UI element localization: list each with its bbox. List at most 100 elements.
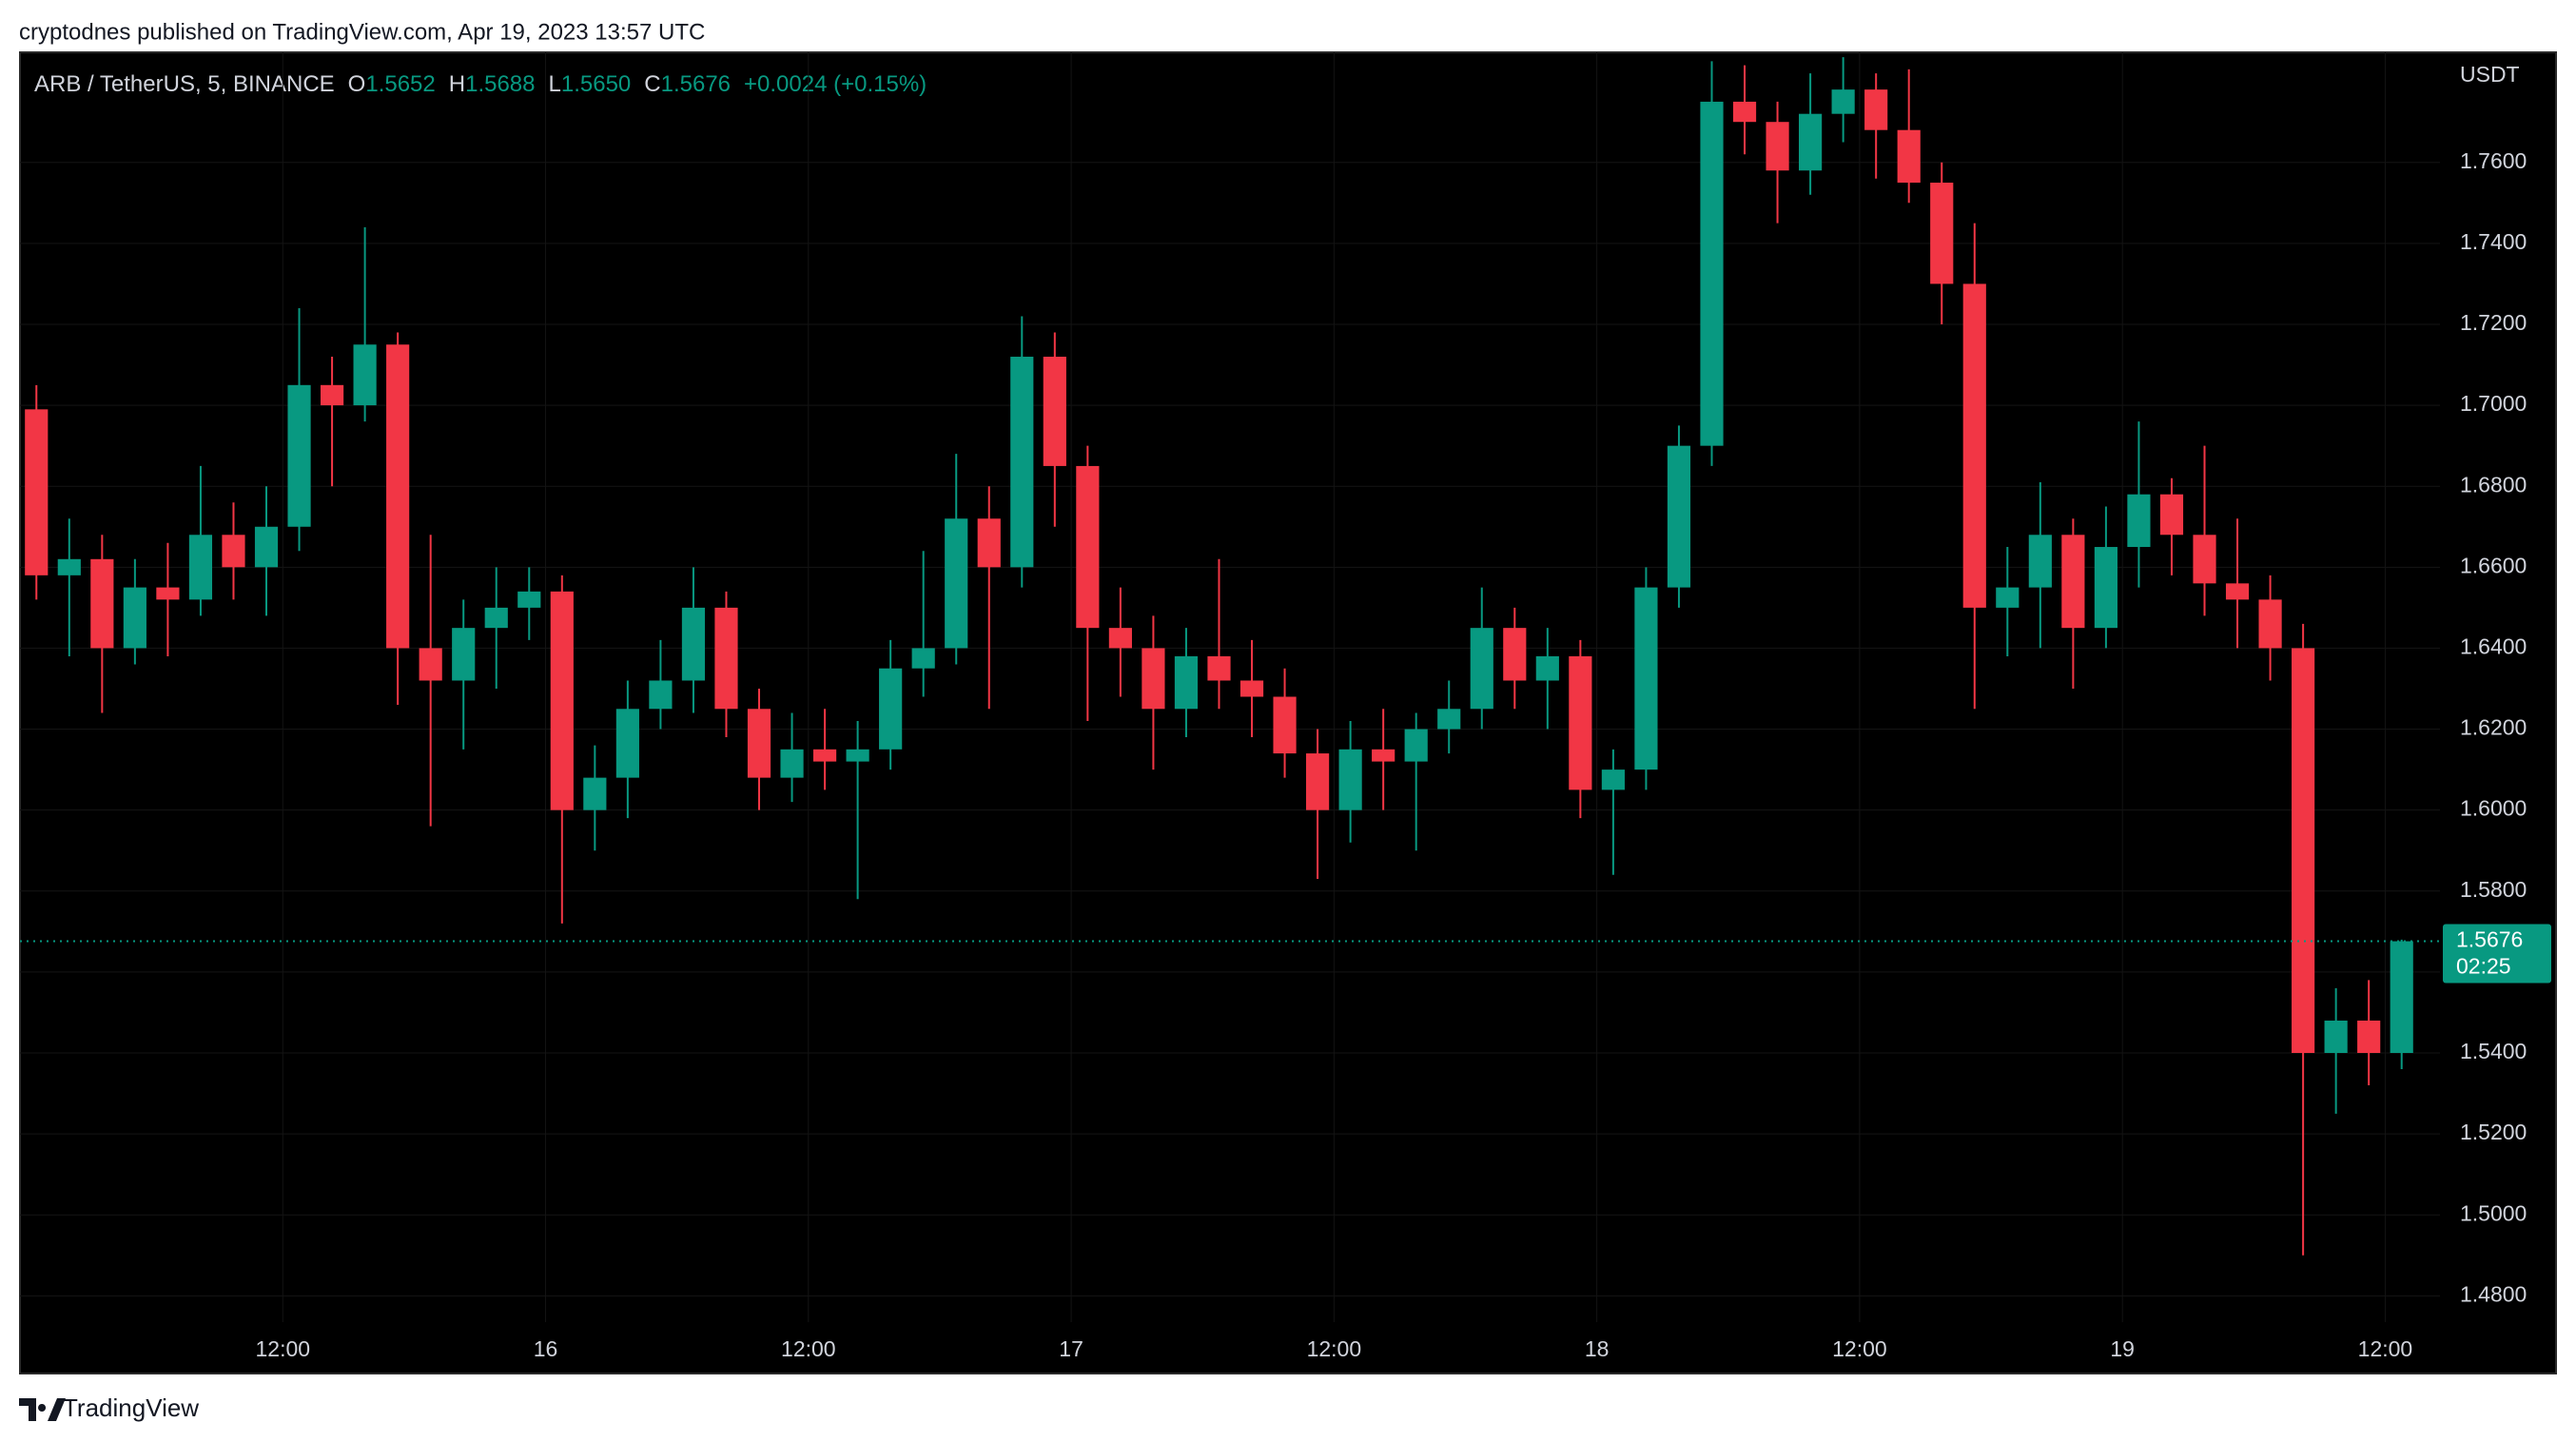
candle-body bbox=[1569, 655, 1592, 790]
candle-body bbox=[1962, 283, 1986, 608]
candle-body bbox=[583, 777, 607, 810]
ohlc-value: 1.5676 bbox=[661, 71, 731, 97]
candle-body bbox=[1372, 749, 1395, 762]
last-price-label: 1.5676 bbox=[2456, 927, 2523, 952]
x-tick-label: 12:00 bbox=[2358, 1336, 2413, 1361]
footer-brand: TradingView bbox=[63, 1393, 199, 1422]
candle-body bbox=[156, 587, 180, 600]
candle-body bbox=[550, 591, 574, 810]
candle-body bbox=[1174, 655, 1199, 710]
candle-body bbox=[1404, 729, 1428, 762]
candle-body bbox=[1503, 628, 1527, 681]
ohlc-key: H bbox=[449, 71, 465, 97]
candle-body bbox=[419, 648, 442, 681]
candle-body bbox=[1043, 357, 1066, 466]
candle-body bbox=[1470, 628, 1493, 710]
y-unit: USDT bbox=[2460, 62, 2520, 87]
y-tick-label: 1.4800 bbox=[2460, 1281, 2527, 1306]
candle-body bbox=[386, 344, 410, 649]
candle-body bbox=[1667, 445, 1691, 588]
candle-body bbox=[615, 709, 639, 778]
candle-body bbox=[1535, 655, 1559, 681]
tradingview-logo bbox=[19, 1398, 66, 1421]
candle-body bbox=[1732, 101, 1757, 123]
candle-body bbox=[945, 518, 968, 649]
ohlc-value: 1.5652 bbox=[365, 71, 435, 97]
candle-body bbox=[287, 384, 311, 527]
candle-body bbox=[911, 648, 935, 669]
candle-body bbox=[254, 526, 279, 568]
candle-body bbox=[484, 607, 508, 629]
candle-body bbox=[846, 749, 869, 762]
y-tick-label: 1.5800 bbox=[2460, 877, 2527, 902]
candle-body bbox=[714, 607, 738, 710]
candle-body bbox=[747, 709, 771, 778]
candle-body bbox=[1338, 749, 1362, 810]
y-tick-label: 1.5000 bbox=[2460, 1200, 2527, 1225]
candle-body bbox=[1864, 89, 1888, 130]
candle-body bbox=[2028, 535, 2052, 588]
y-tick-label: 1.6800 bbox=[2460, 472, 2527, 497]
x-tick-label: 12:00 bbox=[1307, 1336, 1362, 1361]
candle-body bbox=[1239, 680, 1264, 697]
candle-body bbox=[1831, 89, 1855, 114]
x-tick-label: 16 bbox=[534, 1336, 558, 1361]
candle-body bbox=[649, 680, 673, 710]
y-tick-label: 1.7200 bbox=[2460, 310, 2527, 335]
candle-body bbox=[2127, 494, 2151, 548]
candle-body bbox=[452, 628, 476, 681]
candle-body bbox=[222, 535, 245, 568]
x-tick-label: 12:00 bbox=[781, 1336, 836, 1361]
candle-body bbox=[977, 518, 1001, 568]
last-price-box bbox=[2443, 924, 2551, 984]
x-tick-label: 12:00 bbox=[1832, 1336, 1887, 1361]
candle-body bbox=[2061, 535, 2085, 629]
candle-body bbox=[1996, 587, 2020, 608]
y-tick-label: 1.5200 bbox=[2460, 1120, 2527, 1144]
candle-body bbox=[353, 344, 377, 406]
candle-body bbox=[1108, 628, 1132, 649]
candle-body bbox=[2094, 547, 2117, 629]
candle-body bbox=[57, 558, 81, 575]
symbol: ARB / TetherUS, 5, BINANCE bbox=[34, 71, 335, 97]
candle-body bbox=[2193, 535, 2216, 584]
candle-body bbox=[517, 591, 541, 608]
candle-body bbox=[2324, 1020, 2348, 1053]
countdown: 02:25 bbox=[2456, 954, 2511, 979]
candle-body bbox=[1766, 122, 1789, 171]
ohlc-key: C bbox=[644, 71, 660, 97]
candle-body bbox=[1076, 465, 1100, 629]
candle-body bbox=[188, 535, 213, 600]
candle-body bbox=[90, 558, 114, 649]
x-tick-label: 18 bbox=[1585, 1336, 1610, 1361]
candle-body bbox=[2390, 941, 2413, 1053]
candle-body bbox=[1700, 101, 1724, 446]
y-tick-label: 1.7400 bbox=[2460, 229, 2527, 254]
y-tick-label: 1.6000 bbox=[2460, 796, 2527, 821]
candle-body bbox=[2292, 648, 2315, 1053]
ohlc-key: L bbox=[549, 71, 561, 97]
candle-body bbox=[25, 409, 49, 575]
candle-body bbox=[320, 384, 344, 406]
candle-body bbox=[1273, 696, 1297, 754]
candle-body bbox=[879, 668, 903, 750]
y-tick-label: 1.6600 bbox=[2460, 553, 2527, 577]
candle-body bbox=[1207, 655, 1231, 681]
candle-body bbox=[1010, 357, 1034, 568]
candle-body bbox=[2159, 494, 2184, 536]
ohlc-value: 1.5650 bbox=[561, 71, 631, 97]
candle-body bbox=[1306, 753, 1330, 810]
y-tick-label: 1.6400 bbox=[2460, 634, 2527, 659]
candle-body bbox=[1897, 129, 1921, 184]
candle-body bbox=[1799, 113, 1823, 171]
candle-body bbox=[2357, 1020, 2381, 1053]
candle-body bbox=[1601, 770, 1625, 790]
x-tick-label: 17 bbox=[1059, 1336, 1083, 1361]
candle-body bbox=[123, 587, 146, 649]
ohlc-key: O bbox=[348, 71, 366, 97]
candle-body bbox=[2225, 583, 2250, 600]
y-tick-label: 1.6200 bbox=[2460, 715, 2527, 740]
candle-body bbox=[780, 749, 804, 778]
